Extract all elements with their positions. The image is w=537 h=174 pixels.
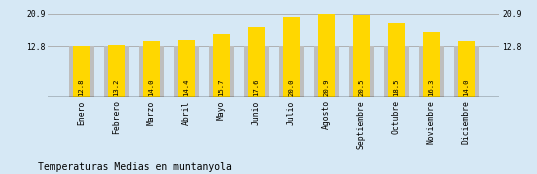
Text: 20.0: 20.0 [288, 78, 294, 96]
Bar [143, 41, 160, 97]
Bar [279, 46, 304, 97]
Bar [388, 23, 405, 97]
Bar [419, 46, 444, 97]
Bar [349, 46, 374, 97]
Text: Temperaturas Medias en muntanyola: Temperaturas Medias en muntanyola [38, 162, 231, 172]
Text: 13.2: 13.2 [113, 78, 119, 96]
Text: 17.6: 17.6 [253, 78, 259, 96]
Text: 15.7: 15.7 [219, 78, 224, 96]
Text: 16.3: 16.3 [429, 78, 434, 96]
Bar [317, 14, 335, 97]
Bar [353, 15, 370, 97]
Bar [213, 34, 230, 97]
Text: 14.4: 14.4 [184, 78, 190, 96]
Text: 20.5: 20.5 [358, 78, 364, 96]
Bar [384, 46, 409, 97]
Text: 14.0: 14.0 [463, 78, 469, 96]
Bar [139, 46, 164, 97]
Bar [178, 40, 195, 97]
Bar [209, 46, 234, 97]
Bar [314, 46, 339, 97]
Bar [104, 46, 129, 97]
Text: 14.0: 14.0 [148, 78, 155, 96]
Text: 12.8: 12.8 [78, 78, 84, 96]
Bar [423, 32, 440, 97]
Bar [108, 45, 125, 97]
Bar [248, 27, 265, 97]
Text: 18.5: 18.5 [393, 78, 400, 96]
Bar [174, 46, 199, 97]
Bar [69, 46, 94, 97]
Bar [282, 17, 300, 97]
Bar [454, 46, 479, 97]
Bar [244, 46, 269, 97]
Text: 20.9: 20.9 [323, 78, 329, 96]
Bar [458, 41, 475, 97]
Bar [72, 46, 90, 97]
